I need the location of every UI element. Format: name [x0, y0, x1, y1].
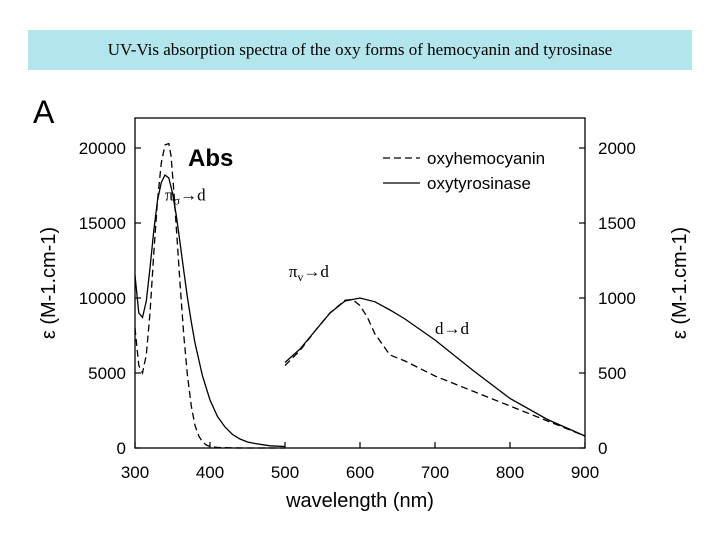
annotation-0: πσ→d	[165, 186, 206, 208]
oxyhemocyanin-line-left	[134, 142, 285, 449]
y-left-tick-label-0: 0	[117, 439, 126, 458]
x-axis-title: wavelength (nm)	[285, 490, 434, 512]
y-left-tick-label-10000: 10000	[79, 289, 126, 308]
y-right-tick-label-0: 0	[598, 439, 607, 458]
oxytyrosinase-line-left	[134, 173, 286, 448]
annotation-1: πv→d	[289, 262, 330, 284]
x-tick-label-400: 400	[196, 463, 224, 482]
y-right-tick-label-2000: 2000	[598, 139, 636, 158]
y-right-tick-label-1000: 1000	[598, 289, 636, 308]
y-axis-title-left: ε (M-1.cm-1)	[38, 227, 60, 339]
oxyhemocyanin-legend-label: oxyhemocyanin	[427, 149, 545, 168]
x-tick-label-800: 800	[496, 463, 524, 482]
y-left-tick-label-15000: 15000	[79, 214, 126, 233]
slide-title-text: UV-Vis absorption spectra of the oxy for…	[107, 40, 613, 59]
x-tick-label-600: 600	[346, 463, 374, 482]
ticks-layer: 300 400 500 600 700 800 9000500010000150002000…	[79, 139, 636, 482]
plot-label: Abs	[188, 145, 233, 172]
y-right-tick-label-1500: 1500	[598, 214, 636, 233]
x-tick-label-900: 900	[571, 463, 599, 482]
annotation-2: d→d	[435, 319, 470, 338]
annotations: πσ→d πv→d d→d	[165, 186, 470, 339]
legend: oxyhemocyanin oxytyrosinase	[383, 149, 545, 193]
panel-letter: A	[33, 94, 55, 130]
series-layer	[134, 142, 586, 449]
slide-title: UV-Vis absorption spectra of the oxy for…	[28, 30, 692, 70]
oxytyrosinase-legend-label: oxytyrosinase	[427, 174, 531, 193]
y-axis-title-right: ε (M-1.cm-1)	[669, 227, 691, 339]
y-right-tick-label-500: 500	[598, 364, 626, 383]
x-tick-label-700: 700	[421, 463, 449, 482]
x-tick-label-500: 500	[271, 463, 299, 482]
oxytyrosinase-line-right	[284, 297, 586, 437]
x-tick-label-300: 300	[121, 463, 149, 482]
y-left-tick-label-5000: 5000	[88, 364, 126, 383]
y-left-tick-label-20000: 20000	[79, 139, 126, 158]
